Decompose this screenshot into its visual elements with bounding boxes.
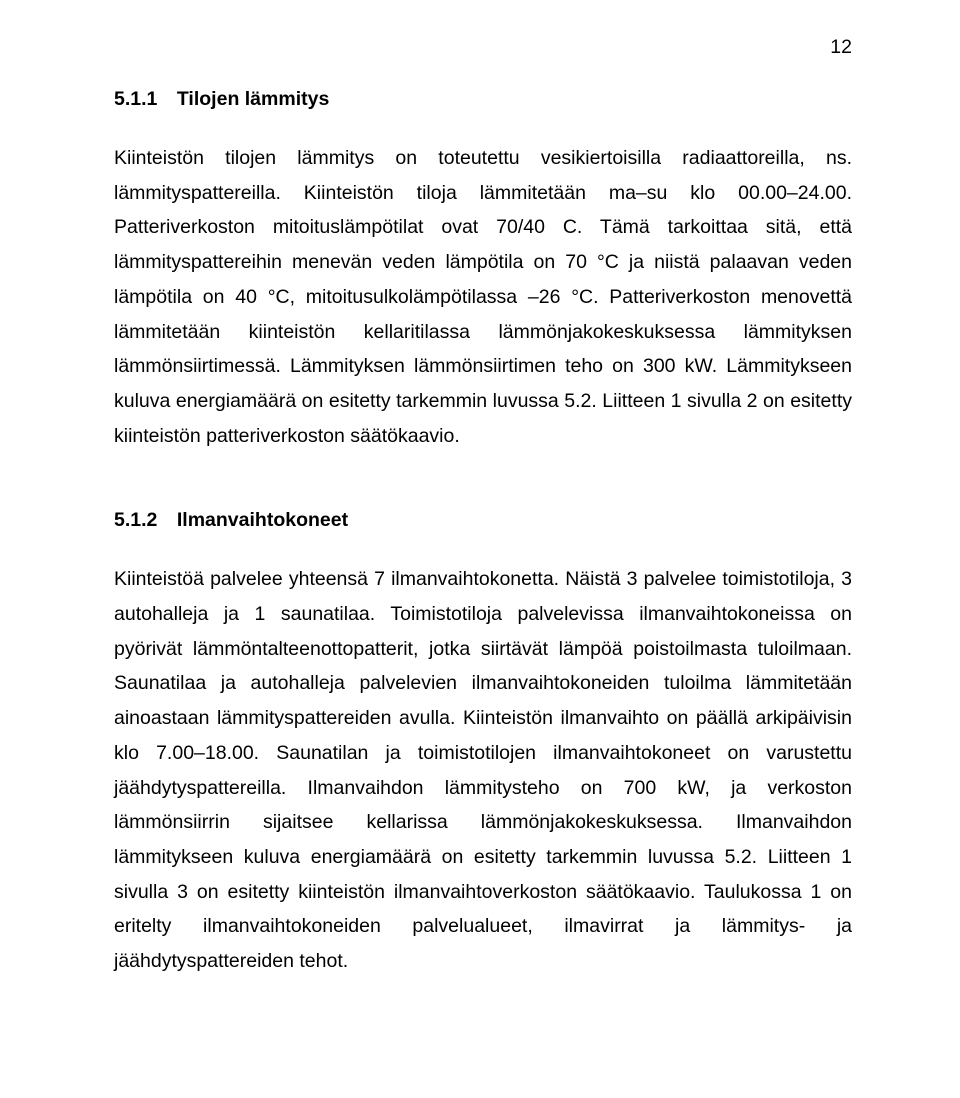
section-heading-5-1-2: 5.1.2 Ilmanvaihtokoneet [114, 509, 852, 532]
page-number: 12 [830, 36, 852, 59]
section-body-5-1-1: Kiinteistön tilojen lämmitys on toteutet… [114, 141, 852, 453]
section-heading-5-1-1: 5.1.1 Tilojen lämmitys [114, 88, 852, 111]
page: 12 5.1.1 Tilojen lämmitys Kiinteistön ti… [0, 0, 960, 1098]
section-body-5-1-2: Kiinteistöä palvelee yhteensä 7 ilmanvai… [114, 562, 852, 978]
